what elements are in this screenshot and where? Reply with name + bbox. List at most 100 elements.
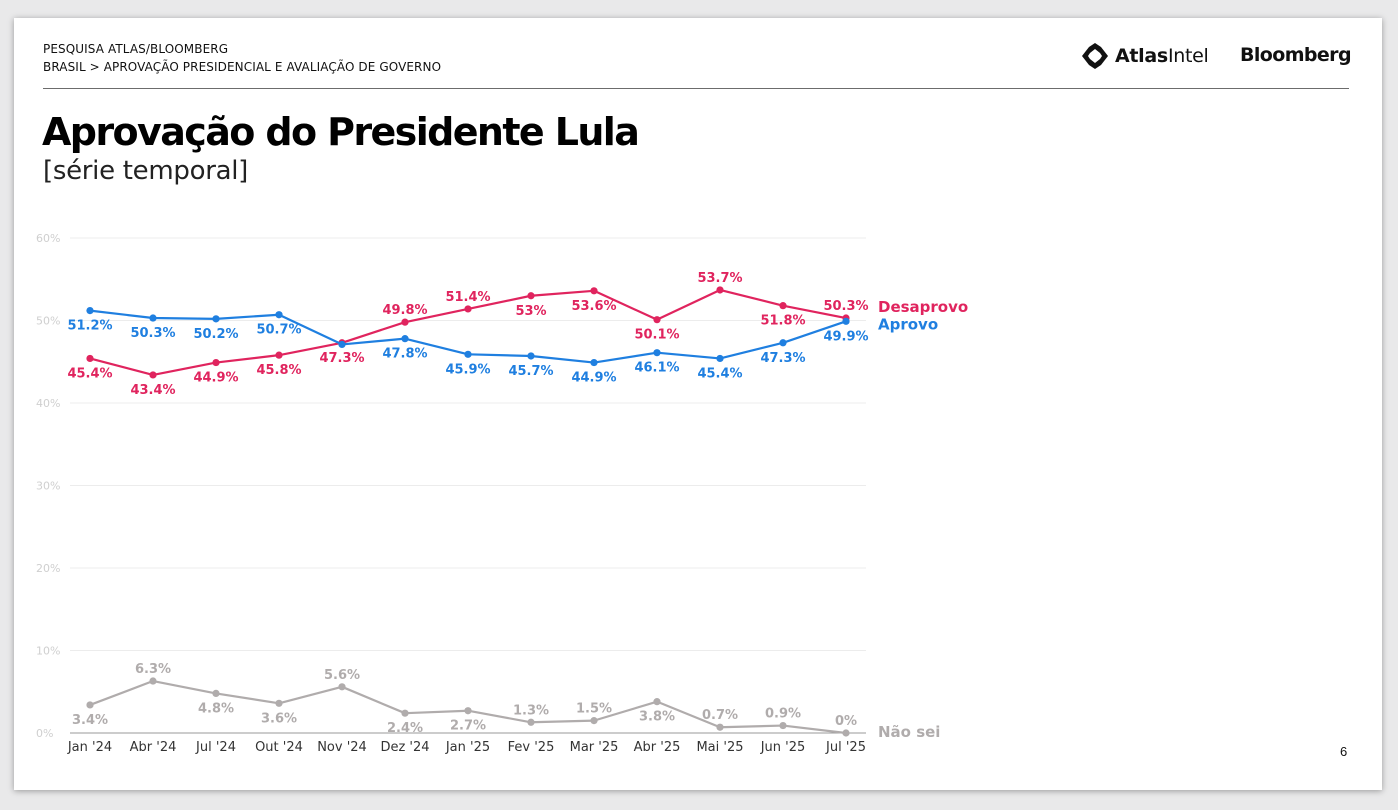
data-point-nao-sei — [401, 709, 409, 717]
data-point-aprovo — [149, 314, 157, 322]
header-divider — [43, 88, 1349, 89]
data-label-nao-sei: 1.5% — [576, 702, 612, 717]
data-point-aprovo — [653, 349, 661, 357]
data-label-desaprovo: 43.4% — [130, 383, 175, 398]
page-number: 6 — [1340, 744, 1348, 759]
y-tick-label: 0% — [36, 727, 53, 740]
data-label-aprovo: 44.9% — [571, 371, 616, 386]
data-label-nao-sei: 6.3% — [135, 662, 171, 677]
data-point-desaprovo — [590, 287, 598, 295]
data-point-nao-sei — [653, 698, 661, 706]
data-point-nao-sei — [716, 723, 724, 731]
data-point-aprovo — [212, 315, 220, 323]
data-point-desaprovo — [401, 318, 409, 326]
data-point-desaprovo — [149, 371, 157, 379]
data-label-nao-sei: 0.7% — [702, 708, 738, 723]
data-label-nao-sei: 3.4% — [72, 713, 108, 728]
x-tick-label: Mar '25 — [570, 740, 619, 755]
data-point-desaprovo — [527, 292, 535, 300]
data-point-aprovo — [527, 352, 535, 360]
survey-label: PESQUISA ATLAS/BLOOMBERG — [43, 42, 229, 56]
y-tick-label: 50% — [36, 315, 60, 328]
data-label-desaprovo: 45.4% — [67, 366, 112, 381]
x-tick-label: Jan '25 — [445, 740, 490, 755]
atlasintel-logo: AtlasIntel — [1081, 42, 1209, 70]
series-name-aprovo: Aprovo — [878, 315, 938, 333]
data-point-nao-sei — [464, 707, 472, 715]
data-label-nao-sei: 0.9% — [765, 707, 801, 722]
y-tick-label: 30% — [36, 480, 60, 493]
data-label-desaprovo: 47.3% — [319, 351, 364, 366]
data-point-desaprovo — [212, 358, 220, 367]
x-tick-label: Dez '24 — [380, 740, 429, 755]
x-tick-label: Jul '24 — [195, 740, 236, 755]
y-tick-label: 10% — [36, 645, 60, 658]
data-point-aprovo — [590, 358, 598, 367]
data-point-nao-sei — [275, 699, 283, 707]
data-label-aprovo: 45.4% — [697, 366, 742, 381]
data-label-nao-sei: 0% — [835, 714, 857, 729]
y-tick-label: 40% — [36, 397, 60, 410]
bloomberg-logo: Bloomberg — [1240, 44, 1352, 66]
data-label-desaprovo: 53% — [515, 304, 546, 319]
data-label-desaprovo: 44.9% — [193, 371, 238, 386]
data-label-nao-sei: 5.6% — [324, 668, 360, 683]
slide: PESQUISA ATLAS/BLOOMBERG BRASIL > APROVA… — [14, 18, 1382, 790]
data-point-nao-sei — [212, 689, 220, 698]
x-tick-label: Jan '24 — [67, 740, 112, 755]
data-point-nao-sei — [149, 677, 157, 685]
breadcrumb: BRASIL > APROVAÇÃO PRESIDENCIAL E AVALIA… — [43, 60, 442, 74]
y-tick-label: 20% — [36, 562, 60, 575]
series-name-nao-sei: Não sei — [878, 723, 940, 741]
x-tick-label: Nov '24 — [317, 740, 367, 755]
data-label-desaprovo: 50.3% — [823, 299, 868, 314]
data-point-nao-sei — [86, 701, 94, 709]
data-label-nao-sei: 1.3% — [513, 703, 549, 718]
data-label-desaprovo: 53.7% — [697, 271, 742, 286]
data-label-aprovo: 47.8% — [382, 347, 427, 362]
series-name-desaprovo: Desaprovo — [878, 298, 968, 316]
data-point-nao-sei — [842, 729, 850, 737]
data-label-aprovo: 50.3% — [130, 326, 175, 341]
data-label-aprovo: 47.3% — [760, 351, 805, 366]
data-point-desaprovo — [86, 354, 94, 363]
data-point-nao-sei — [779, 721, 787, 730]
atlasintel-wordmark: AtlasIntel — [1115, 45, 1209, 67]
page-title: Aprovação do Presidente Lula — [42, 110, 640, 154]
data-label-desaprovo: 49.8% — [382, 303, 427, 318]
data-point-aprovo — [401, 335, 409, 343]
data-label-aprovo: 49.9% — [823, 329, 868, 344]
x-tick-label: Jul '25 — [825, 740, 866, 755]
data-point-aprovo — [842, 317, 850, 325]
data-point-desaprovo — [464, 305, 472, 313]
data-label-desaprovo: 45.8% — [256, 363, 301, 378]
approval-line-chart: 0% 10% 20% 30% 40% 50% 60% Jan '24 Abr '24 Jul '2… — [36, 232, 968, 755]
data-point-aprovo — [86, 307, 94, 315]
data-label-aprovo: 51.2% — [67, 319, 112, 334]
x-tick-label: Mai '25 — [696, 740, 743, 755]
data-label-aprovo: 50.7% — [256, 323, 301, 338]
x-tick-label: Abr '24 — [130, 740, 177, 755]
data-point-desaprovo — [716, 286, 724, 294]
atlasintel-mark-icon — [1082, 43, 1108, 69]
y-tick-label: 60% — [36, 232, 60, 245]
data-point-desaprovo — [275, 351, 283, 359]
data-label-nao-sei: 2.4% — [387, 721, 423, 736]
x-tick-label: Fev '25 — [508, 740, 555, 755]
data-point-desaprovo — [779, 302, 787, 310]
x-tick-label: Abr '25 — [634, 740, 681, 755]
data-label-desaprovo: 50.1% — [634, 328, 679, 343]
x-tick-label: Out '24 — [255, 740, 303, 755]
data-label-nao-sei: 4.8% — [198, 701, 234, 716]
page-subtitle: [série temporal] — [43, 156, 248, 186]
data-label-nao-sei: 2.7% — [450, 719, 486, 734]
data-label-aprovo: 50.2% — [193, 327, 238, 342]
data-label-desaprovo: 51.4% — [445, 290, 490, 305]
data-point-desaprovo — [653, 316, 661, 324]
data-point-nao-sei — [590, 717, 598, 725]
data-label-aprovo: 46.1% — [634, 361, 679, 376]
data-point-aprovo — [275, 311, 283, 319]
data-label-nao-sei: 3.8% — [639, 710, 675, 725]
x-tick-label: Jun '25 — [760, 740, 806, 755]
data-point-aprovo — [716, 354, 724, 363]
